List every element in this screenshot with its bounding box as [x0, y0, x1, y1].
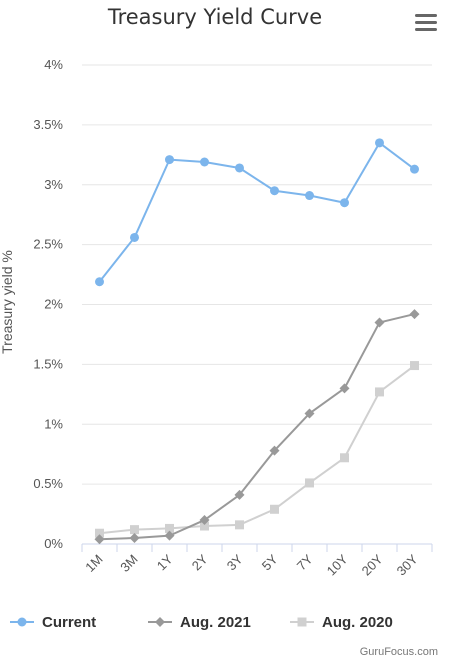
- hamburger-menu-icon[interactable]: [410, 10, 440, 36]
- data-point[interactable]: [269, 445, 280, 456]
- data-point[interactable]: [234, 489, 245, 500]
- series-1: [94, 309, 420, 545]
- x-tick-label: 1M: [82, 552, 105, 575]
- chart-title: Treasury Yield Curve: [107, 5, 322, 29]
- y-tick-label: 0%: [44, 536, 63, 551]
- data-point[interactable]: [130, 232, 139, 242]
- series-line: [99, 313, 415, 541]
- x-tick-label: 1Y: [154, 551, 176, 573]
- y-tick-label: 3%: [44, 177, 63, 192]
- y-tick-label: 2.5%: [33, 237, 63, 252]
- data-point[interactable]: [164, 530, 175, 541]
- grid: [82, 64, 432, 545]
- data-point[interactable]: [95, 277, 104, 287]
- data-point[interactable]: [130, 525, 139, 535]
- series-line: [99, 364, 416, 535]
- y-tick-label: 0.5%: [33, 476, 63, 491]
- series-2: [95, 361, 419, 538]
- legend-label: Aug. 2020: [322, 614, 393, 631]
- y-axis-label: Treasury yield %: [0, 250, 15, 354]
- legend-item-2[interactable]: Aug. 2020: [290, 614, 393, 631]
- series-0: [95, 138, 419, 287]
- data-point[interactable]: [199, 515, 210, 526]
- data-point[interactable]: [305, 191, 314, 201]
- legend-item-0[interactable]: Current: [10, 614, 96, 631]
- data-point[interactable]: [235, 163, 244, 173]
- data-point[interactable]: [94, 534, 105, 545]
- data-point[interactable]: [165, 523, 174, 533]
- data-point[interactable]: [340, 198, 349, 208]
- y-tick-label: 1%: [44, 416, 63, 431]
- x-axis: 1M 3M 1Y 2Y 3Y 5Y 7Y 10Y 20Y 30Y: [81, 544, 433, 578]
- data-point[interactable]: [304, 408, 315, 419]
- series-group: [94, 138, 420, 545]
- legend-marker[interactable]: [155, 617, 165, 627]
- data-point[interactable]: [410, 164, 419, 174]
- data-point[interactable]: [270, 504, 279, 514]
- y-tick-label: 3.5%: [33, 117, 63, 132]
- data-point[interactable]: [409, 309, 420, 320]
- data-point[interactable]: [200, 157, 209, 167]
- legend-label: Aug. 2021: [180, 614, 251, 631]
- data-point[interactable]: [165, 155, 174, 165]
- data-point[interactable]: [375, 138, 384, 148]
- data-point[interactable]: [339, 383, 350, 394]
- y-tick-label: 2%: [44, 297, 63, 312]
- data-point[interactable]: [270, 186, 279, 196]
- legend: Current Aug. 2021 Aug. 2020: [10, 614, 393, 631]
- data-point[interactable]: [410, 361, 419, 371]
- x-tick-label: 2Y: [189, 551, 211, 573]
- data-point[interactable]: [375, 387, 384, 397]
- x-tick-label: 7Y: [294, 551, 316, 573]
- data-point[interactable]: [305, 478, 314, 488]
- x-tick-label: 5Y: [259, 551, 281, 573]
- x-tick-label: 10Y: [324, 551, 351, 578]
- x-tick-label: 30Y: [394, 551, 421, 578]
- x-tick-label: 3Y: [224, 551, 246, 573]
- x-tick-label: 20Y: [359, 551, 386, 578]
- y-tick-label: 1.5%: [33, 356, 63, 371]
- legend-item-1[interactable]: Aug. 2021: [148, 614, 251, 631]
- chart-credit[interactable]: GuruFocus.com: [360, 646, 438, 658]
- data-point[interactable]: [374, 317, 385, 328]
- data-point[interactable]: [129, 533, 140, 544]
- legend-marker[interactable]: [17, 617, 27, 627]
- series-line: [98, 141, 416, 283]
- y-tick-label: 4%: [44, 57, 63, 72]
- x-tick-label: 3M: [117, 552, 140, 575]
- legend-marker[interactable]: [297, 617, 307, 627]
- y-axis-ticks: 0% 0.5% 1% 1.5% 2% 2.5% 3% 3.5% 4%: [33, 57, 63, 551]
- legend-label: Current: [42, 614, 96, 631]
- data-point[interactable]: [340, 453, 349, 463]
- data-point[interactable]: [95, 528, 104, 538]
- data-point[interactable]: [200, 521, 209, 531]
- data-point[interactable]: [235, 520, 244, 530]
